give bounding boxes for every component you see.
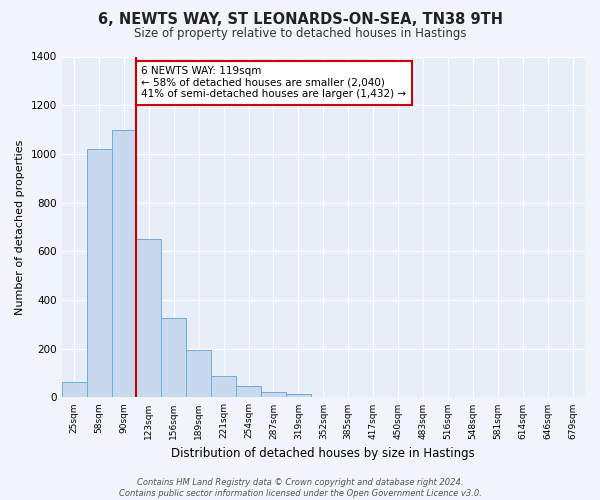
Bar — [261, 392, 286, 398]
Bar — [236, 386, 261, 398]
Bar — [186, 350, 211, 398]
Bar — [112, 130, 136, 398]
Text: 6, NEWTS WAY, ST LEONARDS-ON-SEA, TN38 9TH: 6, NEWTS WAY, ST LEONARDS-ON-SEA, TN38 9… — [97, 12, 503, 28]
Text: Contains HM Land Registry data © Crown copyright and database right 2024.
Contai: Contains HM Land Registry data © Crown c… — [119, 478, 481, 498]
Text: 6 NEWTS WAY: 119sqm
← 58% of detached houses are smaller (2,040)
41% of semi-det: 6 NEWTS WAY: 119sqm ← 58% of detached ho… — [142, 66, 407, 100]
X-axis label: Distribution of detached houses by size in Hastings: Distribution of detached houses by size … — [172, 447, 475, 460]
Bar — [136, 239, 161, 398]
Bar — [62, 382, 86, 398]
Bar — [86, 149, 112, 398]
Bar — [211, 376, 236, 398]
Bar — [286, 394, 311, 398]
Y-axis label: Number of detached properties: Number of detached properties — [15, 140, 25, 314]
Bar — [161, 318, 186, 398]
Text: Size of property relative to detached houses in Hastings: Size of property relative to detached ho… — [134, 28, 466, 40]
